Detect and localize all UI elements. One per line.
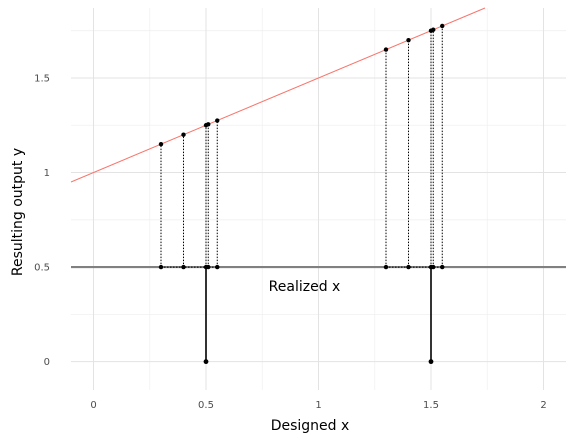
design-point bbox=[428, 359, 434, 365]
realized-point bbox=[383, 264, 389, 270]
output-point bbox=[431, 27, 436, 32]
realized-point bbox=[431, 264, 436, 270]
x-axis-title: Designed x bbox=[271, 418, 350, 434]
y-tick-label: 1.5 bbox=[34, 73, 50, 84]
output-point bbox=[440, 23, 445, 29]
chart-marks bbox=[70, 7, 566, 365]
realized-point bbox=[206, 264, 211, 270]
y-tick-label: 1 bbox=[44, 168, 50, 179]
output-point bbox=[206, 122, 211, 127]
realized-point bbox=[158, 264, 164, 270]
output-point bbox=[158, 141, 164, 147]
x-tick-label: 0.5 bbox=[198, 400, 214, 411]
x-tick-label: 1.5 bbox=[423, 400, 439, 411]
realized-point bbox=[181, 264, 186, 270]
y-tick-label: 0.5 bbox=[34, 263, 50, 274]
output-point bbox=[383, 47, 389, 52]
x-tick-label: 1 bbox=[315, 400, 321, 411]
y-tick-label: 0 bbox=[44, 357, 50, 368]
grid bbox=[71, 8, 566, 390]
output-point bbox=[181, 132, 186, 137]
output-point bbox=[406, 37, 411, 43]
tick-labels: 0 0.5 1 1.5 2 0 0.5 1 1.5 bbox=[34, 73, 547, 411]
realized-point bbox=[215, 264, 220, 270]
output-point bbox=[215, 118, 220, 123]
x-tick-label: 2 bbox=[540, 400, 546, 411]
x-tick-label: 0 bbox=[90, 400, 96, 411]
realized-point bbox=[406, 264, 411, 270]
annotation-realized-x: Realized x bbox=[269, 279, 341, 295]
y-axis-title: Resulting output y bbox=[10, 148, 26, 276]
response-line bbox=[70, 7, 486, 183]
design-point bbox=[203, 359, 209, 365]
realized-point bbox=[440, 264, 445, 270]
